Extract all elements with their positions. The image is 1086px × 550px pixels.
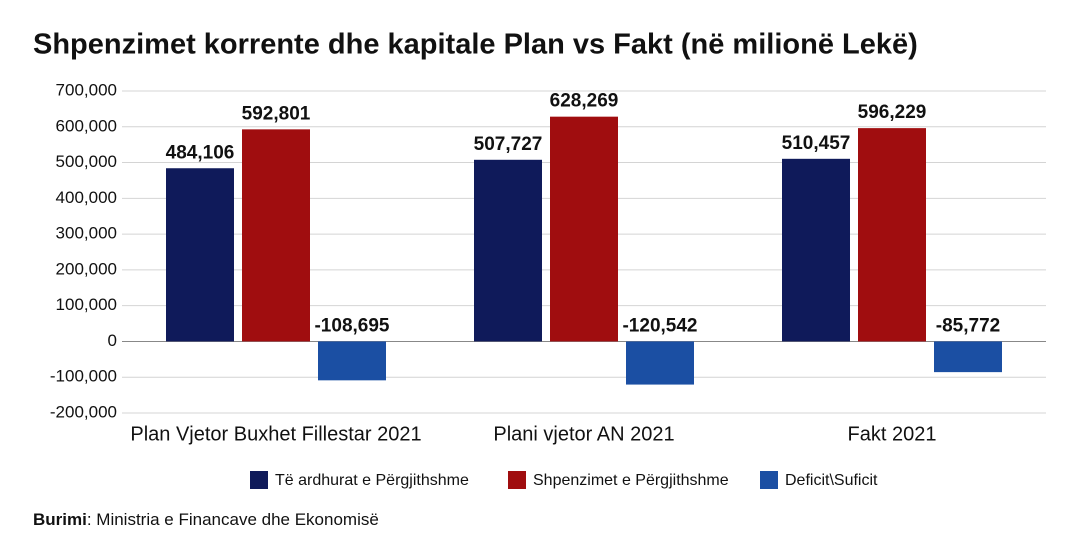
legend-swatch bbox=[760, 471, 778, 489]
value-label: 596,229 bbox=[858, 102, 927, 123]
x-tick-label: Plani vjetor AN 2021 bbox=[493, 423, 674, 445]
bar bbox=[858, 128, 926, 342]
legend-label: Deficit\Suficit bbox=[785, 472, 878, 489]
y-tick-label: 300,000 bbox=[56, 224, 117, 243]
y-tick-label: 500,000 bbox=[56, 152, 117, 171]
bar bbox=[550, 116, 618, 342]
bar bbox=[242, 129, 310, 342]
bar bbox=[626, 341, 694, 385]
y-tick-label: 200,000 bbox=[56, 259, 117, 278]
source: Burimi: Ministria e Financave dhe Ekonom… bbox=[33, 510, 379, 529]
y-tick-label: 100,000 bbox=[56, 295, 117, 314]
bar bbox=[474, 159, 542, 342]
bar bbox=[934, 341, 1002, 373]
source-label: Burimi bbox=[33, 510, 87, 529]
value-label: 507,727 bbox=[474, 134, 543, 155]
legend-label: Shpenzimet e Përgjithshme bbox=[533, 472, 729, 489]
x-tick-label: Fakt 2021 bbox=[848, 423, 937, 445]
value-label: -120,542 bbox=[622, 315, 697, 336]
value-label: -108,695 bbox=[314, 315, 389, 336]
value-label: 592,801 bbox=[242, 103, 311, 124]
x-tick-label: Plan Vjetor Buxhet Fillestar 2021 bbox=[130, 423, 421, 445]
value-label: -85,772 bbox=[936, 315, 1000, 336]
bar bbox=[318, 341, 386, 381]
source-text: : Ministria e Financave dhe Ekonomisë bbox=[87, 510, 379, 529]
legend-swatch bbox=[250, 471, 268, 489]
chart-title: Shpenzimet korrente dhe kapitale Plan vs… bbox=[33, 29, 918, 61]
value-label: 510,457 bbox=[782, 133, 851, 154]
value-label: 484,106 bbox=[166, 142, 235, 163]
legend-label: Të ardhurat e Përgjithshme bbox=[275, 472, 469, 489]
y-tick-label: 400,000 bbox=[56, 188, 117, 207]
y-tick-label: 600,000 bbox=[56, 116, 117, 135]
y-tick-label: 700,000 bbox=[56, 80, 117, 99]
legend-swatch bbox=[508, 471, 526, 489]
y-tick-label: -200,000 bbox=[50, 402, 117, 421]
value-label: 628,269 bbox=[550, 91, 619, 112]
bar bbox=[166, 168, 234, 342]
y-tick-label: 0 bbox=[108, 331, 117, 350]
y-tick-label: -100,000 bbox=[50, 367, 117, 386]
bar bbox=[782, 158, 850, 342]
